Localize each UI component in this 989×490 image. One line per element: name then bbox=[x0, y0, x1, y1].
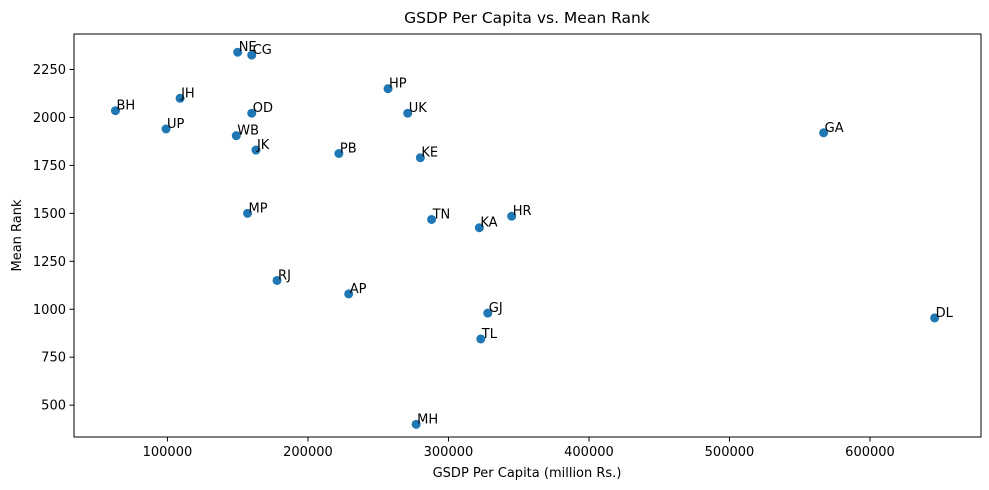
data-point-tl bbox=[476, 334, 486, 344]
x-tick-label: 400000 bbox=[564, 445, 614, 460]
chart-title: GSDP Per Capita vs. Mean Rank bbox=[404, 9, 650, 27]
y-axis-ticks: 500 750 1000 1250 1500 1750 2000 2250 bbox=[33, 63, 74, 414]
data-point-wb bbox=[231, 131, 241, 141]
data-point-ke bbox=[415, 153, 425, 163]
point-label-ke: KE bbox=[421, 146, 438, 161]
data-point-ap bbox=[344, 289, 354, 299]
point-label-od: OD bbox=[253, 101, 273, 116]
point-label-hr: HR bbox=[513, 204, 532, 219]
y-tick-label: 1000 bbox=[33, 303, 66, 318]
plot-frame bbox=[73, 33, 982, 438]
x-tick-label: 300000 bbox=[424, 445, 474, 460]
y-tick-label: 2000 bbox=[33, 111, 66, 126]
data-point-ne bbox=[233, 47, 243, 57]
point-label-jh: JH bbox=[180, 86, 195, 101]
data-point-up bbox=[161, 124, 171, 134]
x-tick-label: 600000 bbox=[845, 445, 895, 460]
point-label-tl: TL bbox=[481, 327, 498, 342]
data-point-ka bbox=[474, 223, 484, 233]
data-point-jk bbox=[251, 145, 261, 155]
point-label-wb: WB bbox=[237, 124, 259, 139]
data-point-gj bbox=[483, 308, 493, 318]
point-label-ka: KA bbox=[480, 216, 497, 231]
data-point-mp bbox=[243, 208, 253, 218]
point-label-gj: GJ bbox=[489, 301, 503, 316]
point-label-rj: RJ bbox=[278, 268, 291, 283]
x-tick-label: 500000 bbox=[705, 445, 755, 460]
data-point-bh bbox=[110, 106, 120, 116]
data-point-jh bbox=[175, 93, 185, 103]
data-point-rj bbox=[272, 275, 282, 285]
y-tick-label: 1750 bbox=[33, 159, 66, 174]
y-tick-label: 1500 bbox=[33, 207, 66, 222]
data-point-tn bbox=[427, 214, 437, 224]
point-label-hp: HP bbox=[389, 77, 407, 92]
data-point-cg bbox=[247, 50, 257, 60]
y-axis-label: Mean Rank bbox=[10, 199, 25, 272]
point-label-ga: GA bbox=[825, 121, 844, 136]
point-label-pb: PB bbox=[340, 141, 357, 156]
y-tick-label: 1250 bbox=[33, 255, 66, 270]
data-point-od bbox=[247, 108, 257, 118]
data-point-pb bbox=[334, 148, 344, 158]
data-point-ga bbox=[819, 128, 829, 138]
point-label-up: UP bbox=[167, 117, 185, 132]
y-tick-label: 500 bbox=[41, 399, 66, 414]
data-points bbox=[110, 47, 940, 429]
x-axis-label: GSDP Per Capita (million Rs.) bbox=[433, 466, 622, 481]
x-tick-label: 200000 bbox=[283, 445, 333, 460]
point-label-dl: DL bbox=[936, 306, 954, 321]
data-point-hp bbox=[383, 84, 393, 94]
point-label-mh: MH bbox=[417, 412, 438, 427]
data-point-hr bbox=[507, 211, 517, 221]
data-point-mh bbox=[411, 419, 421, 429]
point-label-ne: NE bbox=[239, 40, 257, 55]
y-tick-label: 750 bbox=[41, 351, 66, 366]
data-point-dl bbox=[930, 313, 940, 323]
point-label-mp: MP bbox=[249, 201, 268, 216]
point-label-jk: JK bbox=[256, 138, 270, 153]
point-label-uk: UK bbox=[409, 101, 428, 116]
point-label-ap: AP bbox=[350, 282, 367, 297]
x-axis-ticks: 100000 200000 300000 400000 500000 600000 bbox=[143, 437, 895, 460]
point-label-bh: BH bbox=[116, 99, 135, 114]
data-point-uk bbox=[403, 108, 413, 118]
point-label-tn: TN bbox=[432, 207, 451, 222]
point-label-cg: CG bbox=[253, 43, 272, 58]
y-tick-label: 2250 bbox=[33, 63, 66, 78]
x-tick-label: 100000 bbox=[143, 445, 193, 460]
